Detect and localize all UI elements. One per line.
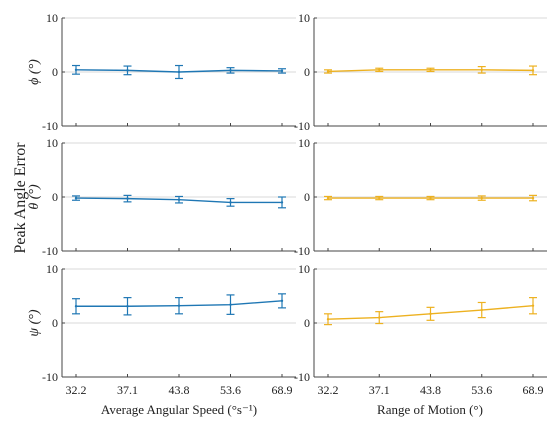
y-tick-label: -10	[294, 119, 310, 133]
data-point	[480, 68, 483, 72]
data-point	[429, 312, 432, 316]
data-point	[378, 196, 381, 200]
data-point	[229, 201, 232, 204]
x-tick-label: 53.6	[471, 383, 492, 397]
x-tick-label: 37.1	[117, 383, 138, 397]
data-point	[177, 70, 181, 74]
data-point	[480, 308, 483, 312]
data-point	[429, 196, 432, 200]
panel-left-psi: 10 0 -10 32.2 37.1 43.8 53.6 68.9 ψ (°)	[27, 262, 296, 397]
panel-ylabel: ψ (°)	[27, 309, 42, 336]
data-point	[429, 68, 432, 72]
y-tick-label: 0	[52, 190, 58, 204]
data-point	[326, 70, 330, 73]
y-tick-label: 10	[46, 262, 58, 276]
data-point	[378, 68, 381, 72]
x-tick-label: 37.1	[369, 383, 390, 397]
data-point	[531, 69, 535, 72]
y-tick-label: 0	[304, 190, 310, 204]
panel-right-psi: 10 0 -10 32.2 37.1 43.8 53.6 68.9	[294, 262, 547, 397]
figure-ylabel: Peak Angle Error	[12, 142, 29, 254]
data-point	[126, 305, 129, 308]
x-tick-label: 43.8	[420, 383, 441, 397]
data-point	[126, 197, 129, 200]
panel-right-phi: 10 0 -10	[294, 11, 547, 133]
x-tick-label: 68.9	[272, 383, 293, 397]
panel-left-theta: 10 0 -10 θ (°)	[27, 136, 296, 258]
data-point	[74, 68, 78, 72]
y-tick-label: 10	[298, 11, 310, 25]
data-point	[326, 318, 330, 321]
panel-ylabel: ϕ (°)	[27, 59, 42, 85]
y-tick-label: 0	[52, 65, 58, 79]
data-point	[126, 69, 129, 72]
data-point	[229, 303, 232, 306]
data-point	[177, 304, 181, 307]
y-tick-label: 10	[46, 136, 58, 150]
y-tick-label: 10	[46, 11, 58, 25]
x-tick-label: 53.6	[220, 383, 241, 397]
y-tick-label: -10	[42, 244, 58, 258]
x-tick-label: 68.9	[523, 383, 544, 397]
data-point	[480, 196, 483, 200]
panel-right-theta: 10 0 -10	[294, 136, 547, 258]
x-tick-label: 32.2	[318, 383, 339, 397]
y-tick-label: -10	[294, 370, 310, 384]
y-tick-label: -10	[42, 119, 58, 133]
data-point	[177, 198, 181, 201]
y-tick-label: 10	[298, 136, 310, 150]
data-point	[74, 196, 78, 200]
data-point	[378, 316, 381, 319]
data-point	[280, 299, 284, 303]
panel-ylabel: θ (°)	[27, 184, 42, 210]
x-tick-label: 32.2	[66, 383, 87, 397]
data-point	[229, 69, 232, 72]
y-tick-label: -10	[294, 244, 310, 258]
y-tick-label: 0	[52, 316, 58, 330]
data-point	[531, 304, 535, 307]
x-tick-label: 43.8	[169, 383, 190, 397]
data-point	[74, 305, 78, 308]
y-tick-label: -10	[42, 370, 58, 384]
panel-left-phi: 10 0 -10 ϕ (°)	[27, 11, 296, 133]
data-point	[531, 196, 535, 200]
data-point	[280, 69, 284, 73]
y-tick-label: 0	[304, 65, 310, 79]
left-xlabel: Average Angular Speed (°s⁻¹)	[101, 402, 257, 417]
panels: 10 0 -10 ϕ (°) 10 0 -10 10 0 -10 θ (°) 10 0 -10 10 0 -10…	[27, 11, 547, 397]
data-point	[280, 201, 284, 204]
y-tick-label: 10	[298, 262, 310, 276]
right-xlabel: Range of Motion (°)	[377, 402, 483, 417]
y-tick-label: 0	[304, 316, 310, 330]
data-point	[326, 196, 330, 200]
